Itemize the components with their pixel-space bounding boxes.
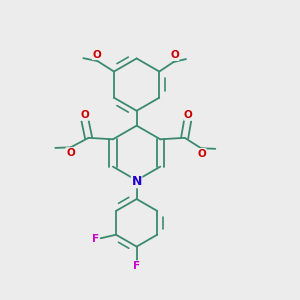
Text: N: N (131, 175, 142, 188)
Text: O: O (66, 148, 75, 158)
Text: O: O (184, 110, 193, 120)
Text: O: O (92, 50, 101, 60)
Text: O: O (170, 50, 179, 61)
Text: O: O (81, 110, 89, 120)
Text: O: O (197, 148, 206, 159)
Text: F: F (92, 234, 99, 244)
Text: F: F (133, 261, 140, 271)
